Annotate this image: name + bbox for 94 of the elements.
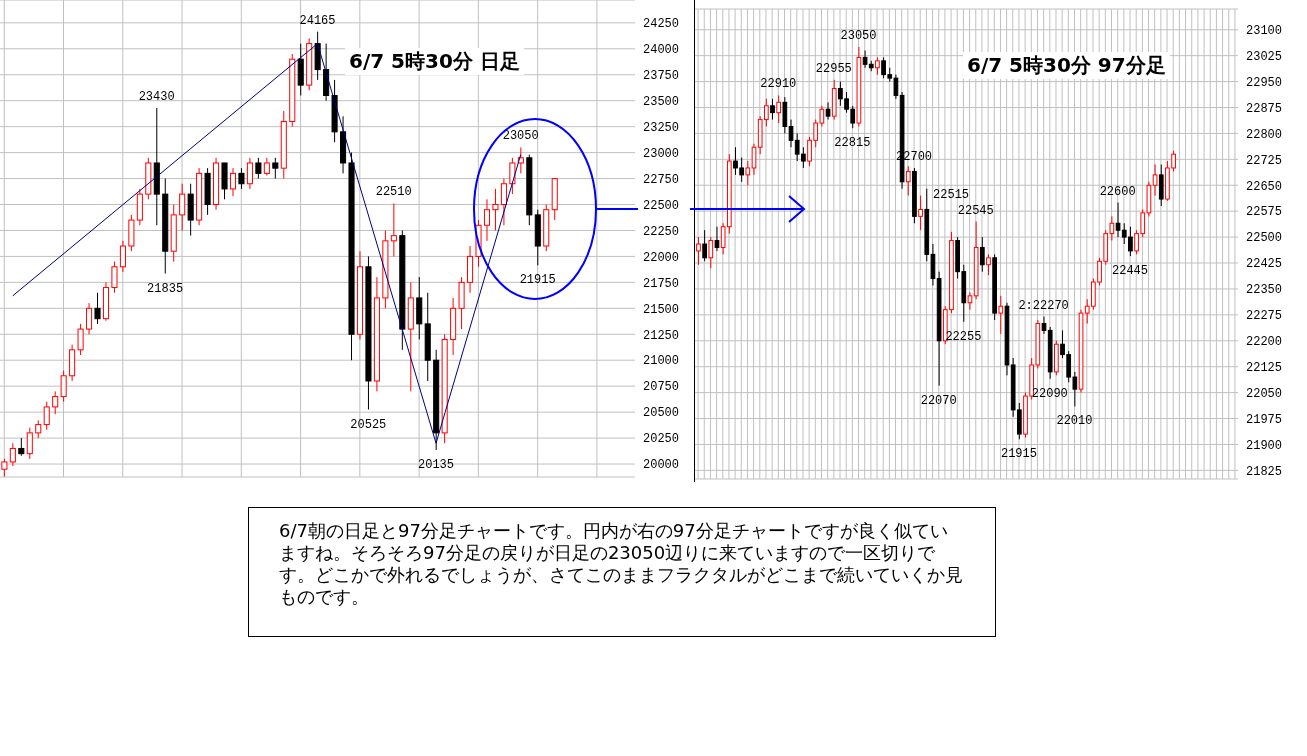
- y-tick-label: 22950: [1246, 75, 1283, 90]
- y-tick-label: 21000: [643, 354, 680, 369]
- y-tick-label: 21750: [643, 276, 680, 291]
- candlestick: [238, 167, 245, 190]
- candlestick: [43, 401, 50, 431]
- y-tick-label: 23025: [1246, 49, 1283, 64]
- annotation: 22510: [375, 185, 412, 200]
- y-tick-label: 22200: [1246, 335, 1283, 350]
- annotation: 21915: [519, 273, 556, 288]
- candlestick: [77, 323, 84, 356]
- y-tick-label: 24250: [643, 17, 680, 32]
- annotation: 20525: [350, 417, 387, 432]
- candlestick: [918, 195, 923, 231]
- candlestick: [714, 226, 720, 252]
- y-tick-label: 23100: [1246, 24, 1283, 38]
- annotation: 23050: [840, 29, 877, 44]
- annotation: 22545: [957, 203, 994, 218]
- y-tick-label: 22575: [1246, 205, 1283, 220]
- candlestick: [94, 292, 101, 325]
- y-tick-label: 23750: [643, 69, 680, 83]
- candlestick: [9, 442, 16, 467]
- annotation: 20135: [418, 458, 455, 473]
- y-tick-label: 22875: [1246, 101, 1283, 116]
- candlestick: [52, 390, 59, 415]
- candlestick: [745, 160, 751, 186]
- y-tick-label: 20000: [643, 458, 680, 473]
- y-tick-label: 22125: [1246, 360, 1283, 375]
- candlestick: [86, 302, 93, 335]
- candlestick: [825, 101, 831, 121]
- candlestick: [390, 202, 397, 257]
- y-tick-label: 22350: [1246, 283, 1283, 298]
- annotation: 22445: [1112, 264, 1149, 279]
- annotation: 22600: [1099, 184, 1136, 199]
- candlestick: [255, 157, 262, 180]
- y-tick-label: 22250: [643, 224, 680, 239]
- candlestick: [708, 236, 714, 269]
- candlestick: [702, 229, 707, 262]
- y-tick-label: 22500: [1246, 231, 1283, 246]
- annotation: 23430: [138, 89, 175, 104]
- y-tick-label: 20500: [643, 406, 680, 421]
- y-tick-label: 22275: [1246, 309, 1283, 324]
- y-tick-label: 22725: [1246, 153, 1283, 168]
- candlestick: [229, 167, 237, 197]
- candlestick: [776, 94, 782, 124]
- annotation: 21915: [1000, 447, 1037, 462]
- annotation: 22070: [920, 393, 957, 408]
- annotation: 22515: [933, 187, 970, 202]
- candlestick: [770, 98, 775, 121]
- annotation: 2:22270: [1018, 298, 1069, 313]
- candlestick: [111, 261, 118, 294]
- candlestick: [979, 236, 985, 273]
- annotation: 22910: [760, 77, 797, 92]
- text: 6/7 5時30分 97分足: [963, 52, 1170, 79]
- y-tick-label: 22750: [643, 172, 680, 187]
- y-tick-label: 22425: [1246, 257, 1283, 272]
- candlestick: [272, 157, 279, 180]
- y-tick-label: 24000: [643, 43, 680, 58]
- annotation: 24165: [299, 13, 336, 28]
- y-tick-label: 20250: [643, 432, 680, 447]
- candlestick: [246, 157, 253, 190]
- y-tick-label: 23500: [643, 94, 680, 109]
- annotation: 21835: [147, 281, 184, 296]
- y-tick-label: 21500: [643, 302, 680, 317]
- candlestick: [967, 291, 973, 311]
- annotation: 22010: [1056, 414, 1093, 429]
- y-tick-label: 21975: [1246, 412, 1283, 427]
- y-tick-label: 22650: [1246, 179, 1283, 194]
- candlestick: [119, 240, 126, 273]
- candlestick: [60, 370, 67, 403]
- y-tick-label: 22000: [643, 250, 680, 265]
- y-tick-label: 23000: [643, 146, 680, 161]
- y-tick-label: 21900: [1246, 438, 1283, 453]
- candlestick: [986, 253, 991, 276]
- y-tick-label: 21825: [1246, 464, 1283, 479]
- candlestick: [998, 295, 1004, 335]
- text: 6/7 5時30分 日足: [345, 48, 524, 75]
- candlestick: [696, 236, 701, 266]
- candlestick: [26, 427, 33, 460]
- candlestick: [1152, 164, 1158, 197]
- y-tick-label: 22800: [1246, 127, 1283, 142]
- candlestick: [500, 178, 507, 226]
- y-tick-label: 23250: [643, 120, 680, 135]
- candlestick: [483, 198, 491, 242]
- y-tick-label: 22500: [643, 198, 680, 213]
- y-tick-label: 21250: [643, 328, 680, 343]
- annotation: 22955: [815, 61, 852, 76]
- annotation: 23050: [502, 129, 539, 144]
- candlestick: [905, 165, 911, 197]
- candlestick: [179, 183, 186, 231]
- y-tick-label: 22050: [1246, 386, 1283, 401]
- annotation: 22815: [834, 136, 871, 151]
- candlestick: [492, 188, 499, 231]
- y-tick-label: 20750: [643, 380, 680, 395]
- text: 6/7朝の日足と97分足チャートです。円内が右の97分足チャートですが良く似ていますね。そろそろ97分足の戻りが日足の23050辺りに来ていますので一区切りです。どこかで外れるでしょうが、さてこのままフラクタルがどこまで続いていくか見ものです。: [279, 520, 964, 608]
